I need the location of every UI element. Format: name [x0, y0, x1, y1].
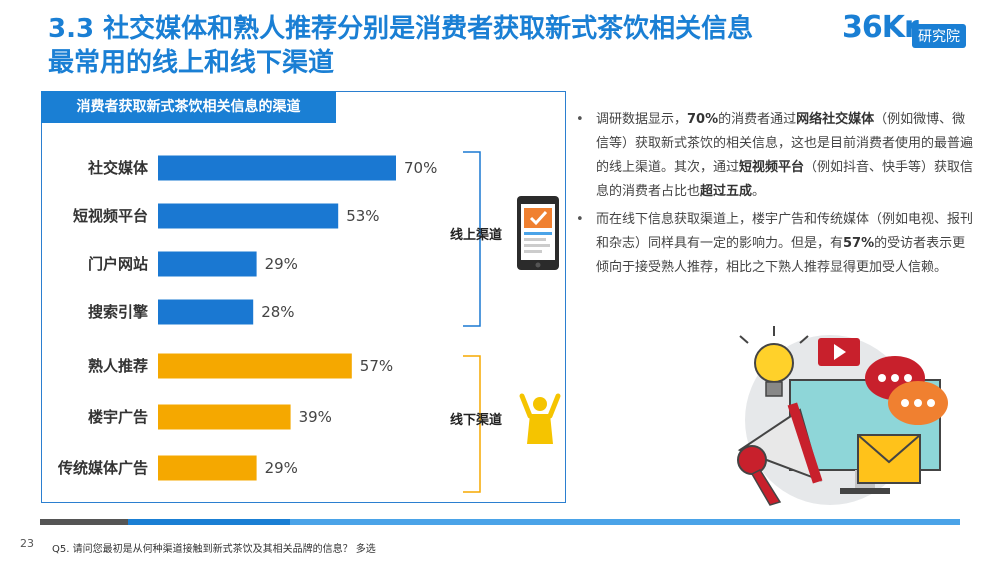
category-label: 搜索引擎	[88, 303, 148, 321]
bullet-highlight: 70%	[687, 112, 719, 127]
marketing-illustration	[737, 326, 948, 506]
megaphone-icon	[737, 402, 823, 506]
bullet-online: 调研数据显示，70%的消费者通过网络社交媒体（例如微博、微信等）获取新式茶饮的相…	[574, 108, 974, 204]
bullet-highlight: 短视频平台	[739, 160, 805, 175]
bullet-text: 。	[752, 184, 766, 199]
value-label: 29%	[265, 459, 298, 477]
bar	[158, 353, 352, 379]
slide-title-line1: 3.3 社交媒体和熟人推荐分别是消费者获取新式茶饮相关信息	[48, 14, 754, 44]
slide-title: 3.3 社交媒体和熟人推荐分别是消费者获取新式茶饮相关信息 最常用的线上和线下渠…	[48, 12, 848, 80]
bullet-text: （例如抖音、快手等）获取信息的消费者占比也	[596, 160, 974, 199]
smartphone-icon	[517, 196, 559, 270]
value-label: 70%	[404, 159, 437, 177]
bullet-text: 的受访者表示更倾向于接受熟人推荐，相比之下熟人推荐显得更加受人信赖。	[596, 236, 966, 275]
value-label: 53%	[346, 207, 379, 225]
bullet-offline: 而在线下信息获取渠道上，楼宇广告和传统媒体（例如电视、报刊和杂志）同样具有一定的…	[574, 208, 974, 280]
bullet-text: （例如微博、微信等）获取新式茶饮的相关信息，这也是目前消费者使用的最普遍的线上渠…	[596, 112, 974, 175]
bullet-highlight: 57%	[843, 236, 875, 251]
bullet-highlight: 超过五成	[700, 184, 753, 199]
online-bracket	[463, 151, 481, 327]
speech-bubble-icon	[865, 356, 948, 425]
bullet-text: 调研数据显示，	[596, 112, 688, 127]
footnote: Q5. 请问您最初是从何种渠道接触到新式茶饮及其相关品牌的信息？ 多选	[52, 544, 376, 555]
category-label: 传统媒体广告	[57, 459, 148, 477]
bullet-highlight: 网络社交媒体	[796, 112, 875, 127]
group-label-online: 线上渠道	[450, 227, 502, 243]
category-label: 门户网站	[88, 255, 148, 273]
bar	[158, 251, 257, 277]
category-label: 熟人推荐	[88, 357, 148, 375]
person-cheering-icon	[519, 393, 561, 444]
bottom-bar-segment-2	[128, 519, 290, 525]
video-play-icon	[818, 338, 860, 366]
category-label: 楼宇广告	[88, 408, 148, 426]
logo-badge: 研究院	[912, 24, 966, 48]
summary-bullets: 调研数据显示，70%的消费者通过网络社交媒体（例如微博、微信等）获取新式茶饮的相…	[574, 108, 974, 284]
bottom-bar-segment-3	[290, 519, 960, 525]
bar	[158, 155, 396, 181]
bar	[158, 299, 254, 325]
category-label: 社交媒体	[87, 159, 149, 177]
bullet-text: 而在线下信息获取渠道上，楼宇广告和传统媒体（例如电视、报刊和杂志）同样具有一定的…	[596, 212, 974, 251]
lightbulb-icon	[739, 326, 809, 397]
bottom-bar-segment-1	[40, 519, 128, 525]
value-label: 57%	[360, 357, 393, 375]
bars-group: 社交媒体 70% 短视频平台 53% 门户网站 29% 搜索引擎 28% 熟人推荐 57% 楼宇广告…	[57, 155, 437, 481]
logo-text: 36Kr	[842, 10, 919, 45]
offline-bracket	[463, 355, 481, 493]
chart-title: 消费者获取新式茶饮相关信息的渠道	[41, 91, 336, 123]
value-label: 29%	[265, 255, 298, 273]
bar	[158, 404, 291, 430]
logo: 36Kr 研究院	[842, 10, 982, 52]
bullet-text: 的消费者通过	[718, 112, 797, 127]
value-label: 28%	[261, 303, 294, 321]
envelope-icon	[857, 434, 921, 484]
bar	[158, 203, 339, 229]
page-number: 23	[20, 537, 34, 550]
group-label-offline: 线下渠道	[450, 412, 502, 428]
value-label: 39%	[299, 408, 332, 426]
slide-title-line2: 最常用的线上和线下渠道	[48, 48, 335, 78]
category-label: 短视频平台	[73, 207, 148, 225]
bar	[158, 455, 257, 481]
